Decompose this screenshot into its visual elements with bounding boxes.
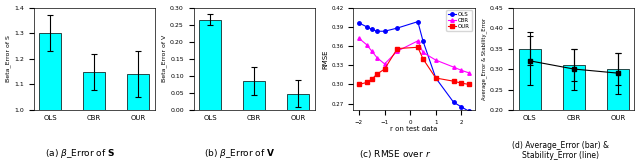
CBR — [419, 51, 427, 53]
OLS — [381, 30, 388, 32]
Line: CBR: CBR — [357, 37, 471, 75]
Text: (b) $\beta$_Error of $\mathbf{V}$: (b) $\beta$_Error of $\mathbf{V}$ — [204, 147, 276, 160]
OLS — [414, 21, 422, 23]
Y-axis label: Beta_Error of S: Beta_Error of S — [6, 35, 12, 82]
Y-axis label: RMSE: RMSE — [323, 49, 329, 69]
OUR — [458, 82, 465, 84]
CBR — [368, 50, 376, 52]
OUR — [363, 81, 371, 83]
CBR — [458, 69, 465, 71]
OUR — [450, 80, 458, 82]
CBR — [363, 44, 371, 46]
OLS — [363, 26, 371, 28]
OUR — [432, 77, 440, 79]
Bar — [243, 81, 265, 110]
CBR — [355, 37, 363, 39]
OUR — [414, 46, 422, 48]
OUR — [419, 58, 427, 60]
OLS — [355, 22, 363, 24]
Bar — [39, 33, 61, 162]
OUR — [394, 48, 401, 50]
CBR — [465, 72, 473, 74]
Bar — [607, 69, 629, 162]
Line: OLS: OLS — [357, 20, 471, 113]
Bar — [563, 65, 585, 162]
Line: OUR: OUR — [357, 46, 471, 86]
OLS — [373, 30, 381, 32]
Text: (a) $\beta$_Error of $\mathbf{S}$: (a) $\beta$_Error of $\mathbf{S}$ — [45, 147, 115, 160]
Text: (d) Average_Error (bar) &
Stability_Error (line): (d) Average_Error (bar) & Stability_Erro… — [511, 141, 609, 160]
OUR — [381, 68, 388, 70]
OUR — [373, 73, 381, 75]
OUR — [368, 78, 376, 80]
Y-axis label: Beta_Error of V: Beta_Error of V — [162, 35, 167, 82]
Bar — [83, 72, 105, 162]
OLS — [450, 101, 458, 103]
CBR — [381, 63, 388, 65]
CBR — [450, 66, 458, 68]
CBR — [432, 59, 440, 61]
OUR — [465, 83, 473, 85]
OLS — [419, 40, 427, 42]
Bar — [199, 19, 221, 110]
Bar — [287, 94, 309, 110]
Bar — [127, 74, 149, 162]
X-axis label: r on test data: r on test data — [390, 126, 438, 132]
Y-axis label: Average_Error & Stability_Error: Average_Error & Stability_Error — [481, 18, 487, 100]
CBR — [373, 57, 381, 58]
OLS — [432, 77, 440, 79]
Bar — [519, 49, 541, 162]
CBR — [414, 40, 422, 42]
OUR — [355, 83, 363, 85]
OLS — [458, 106, 465, 108]
OLS — [394, 27, 401, 29]
CBR — [394, 50, 401, 52]
Text: (c) RMSE over $r$: (c) RMSE over $r$ — [359, 148, 431, 160]
Legend: OLS, CBR, OUR: OLS, CBR, OUR — [447, 10, 472, 31]
OLS — [465, 110, 473, 112]
OLS — [368, 28, 376, 30]
